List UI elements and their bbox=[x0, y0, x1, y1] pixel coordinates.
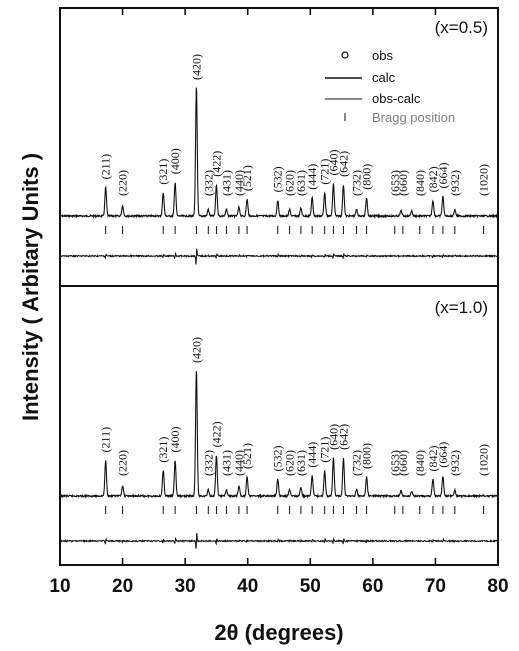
x-axis-ticks: 10 20 30 40 50 60 70 80 bbox=[49, 8, 509, 597]
peak-label: (732) bbox=[350, 170, 364, 196]
diff-trace bbox=[59, 532, 499, 549]
peak-label: (420) bbox=[189, 54, 203, 80]
peak-label: (440) bbox=[232, 450, 246, 476]
legend: obs calc obs-calc Bragg position bbox=[325, 48, 455, 125]
peak-label: (932) bbox=[448, 170, 462, 196]
x-tick-label: 10 bbox=[49, 576, 70, 597]
diff-trace bbox=[59, 248, 499, 265]
peak-label: (840) bbox=[413, 450, 427, 476]
peak-label: (800) bbox=[360, 164, 374, 190]
peak-label: (660) bbox=[396, 450, 410, 476]
peak-label: (532) bbox=[271, 166, 285, 192]
peak-label: (321) bbox=[156, 437, 170, 463]
x-tick-label: 60 bbox=[362, 576, 383, 597]
peak-label: (842) bbox=[426, 445, 440, 471]
peak-label: (521) bbox=[240, 165, 254, 191]
peak-label: (400) bbox=[168, 426, 182, 452]
peak-label: (211) bbox=[99, 154, 113, 180]
obs-trace bbox=[59, 87, 499, 219]
peak-label: (420) bbox=[189, 337, 203, 363]
peak-label: (660) bbox=[396, 170, 410, 196]
panel-label-bottom: (x=1.0) bbox=[435, 298, 488, 317]
peak-label: (800) bbox=[360, 443, 374, 469]
peak-label: (620) bbox=[283, 450, 297, 476]
peak-label: (521) bbox=[240, 443, 254, 469]
peak-label: (1020) bbox=[477, 164, 491, 196]
panel-label-top: (x=0.5) bbox=[435, 18, 488, 37]
peak-label: (400) bbox=[168, 148, 182, 174]
panel-x05: (211)(220) (321)(400) (420) (332)(422)(431)… bbox=[59, 54, 499, 265]
x-tick-label: 80 bbox=[487, 576, 508, 597]
peak-label: (840) bbox=[413, 170, 427, 196]
peak-label: (220) bbox=[116, 450, 130, 476]
peak-label: (653) bbox=[388, 170, 402, 196]
peak-label: (211) bbox=[99, 427, 113, 453]
peak-label: (440) bbox=[232, 170, 246, 196]
peak-label: (1020) bbox=[477, 444, 491, 476]
x-axis-label: 2θ (degrees) bbox=[214, 620, 343, 645]
peak-label: (444) bbox=[305, 442, 319, 468]
peak-label: (631) bbox=[294, 450, 308, 476]
x-tick-label: 40 bbox=[237, 576, 258, 597]
peak-label: (620) bbox=[283, 170, 297, 196]
legend-obs-label: obs bbox=[372, 48, 393, 63]
legend-bragg-label: Bragg position bbox=[372, 110, 455, 125]
peak-label: (631) bbox=[294, 170, 308, 196]
peak-label: (431) bbox=[219, 170, 233, 196]
legend-obs-marker bbox=[341, 51, 349, 59]
peak-label: (332) bbox=[201, 450, 215, 476]
peak-label: (664) bbox=[436, 442, 450, 468]
peak-label: (842) bbox=[426, 166, 440, 192]
peak-label: (431) bbox=[219, 450, 233, 476]
peak-label: (422) bbox=[209, 421, 223, 447]
peak-label: (721) bbox=[318, 437, 332, 463]
peak-label: (932) bbox=[448, 450, 462, 476]
peak-label: (321) bbox=[156, 159, 170, 185]
peak-label: (721) bbox=[318, 159, 332, 185]
peak-label: (444) bbox=[305, 164, 319, 190]
x-tick-label: 20 bbox=[112, 576, 133, 597]
y-axis-label: Intensity ( Arbitary Units ) bbox=[18, 153, 43, 421]
x-tick-label: 70 bbox=[425, 576, 446, 597]
peak-label: (642) bbox=[336, 151, 350, 177]
peak-label: (653) bbox=[388, 450, 402, 476]
peak-label: (422) bbox=[209, 151, 223, 177]
peak-label: (332) bbox=[201, 170, 215, 196]
peak-label: (640) bbox=[326, 424, 340, 450]
x-tick-label: 30 bbox=[175, 576, 196, 597]
peak-label: (664) bbox=[436, 163, 450, 189]
legend-calc-label: calc bbox=[372, 70, 396, 85]
panel-x10: (211)(220) (321)(400) (420) (332) (422) (431)… bbox=[59, 337, 499, 549]
obs-trace bbox=[59, 371, 499, 499]
peak-label: (220) bbox=[116, 170, 130, 196]
peak-label: (640) bbox=[326, 150, 340, 176]
peak-label: (732) bbox=[350, 450, 364, 476]
legend-diff-label: obs-calc bbox=[372, 91, 421, 106]
peak-label: (532) bbox=[271, 445, 285, 471]
peak-label: (642) bbox=[336, 424, 350, 450]
x-tick-label: 50 bbox=[300, 576, 321, 597]
